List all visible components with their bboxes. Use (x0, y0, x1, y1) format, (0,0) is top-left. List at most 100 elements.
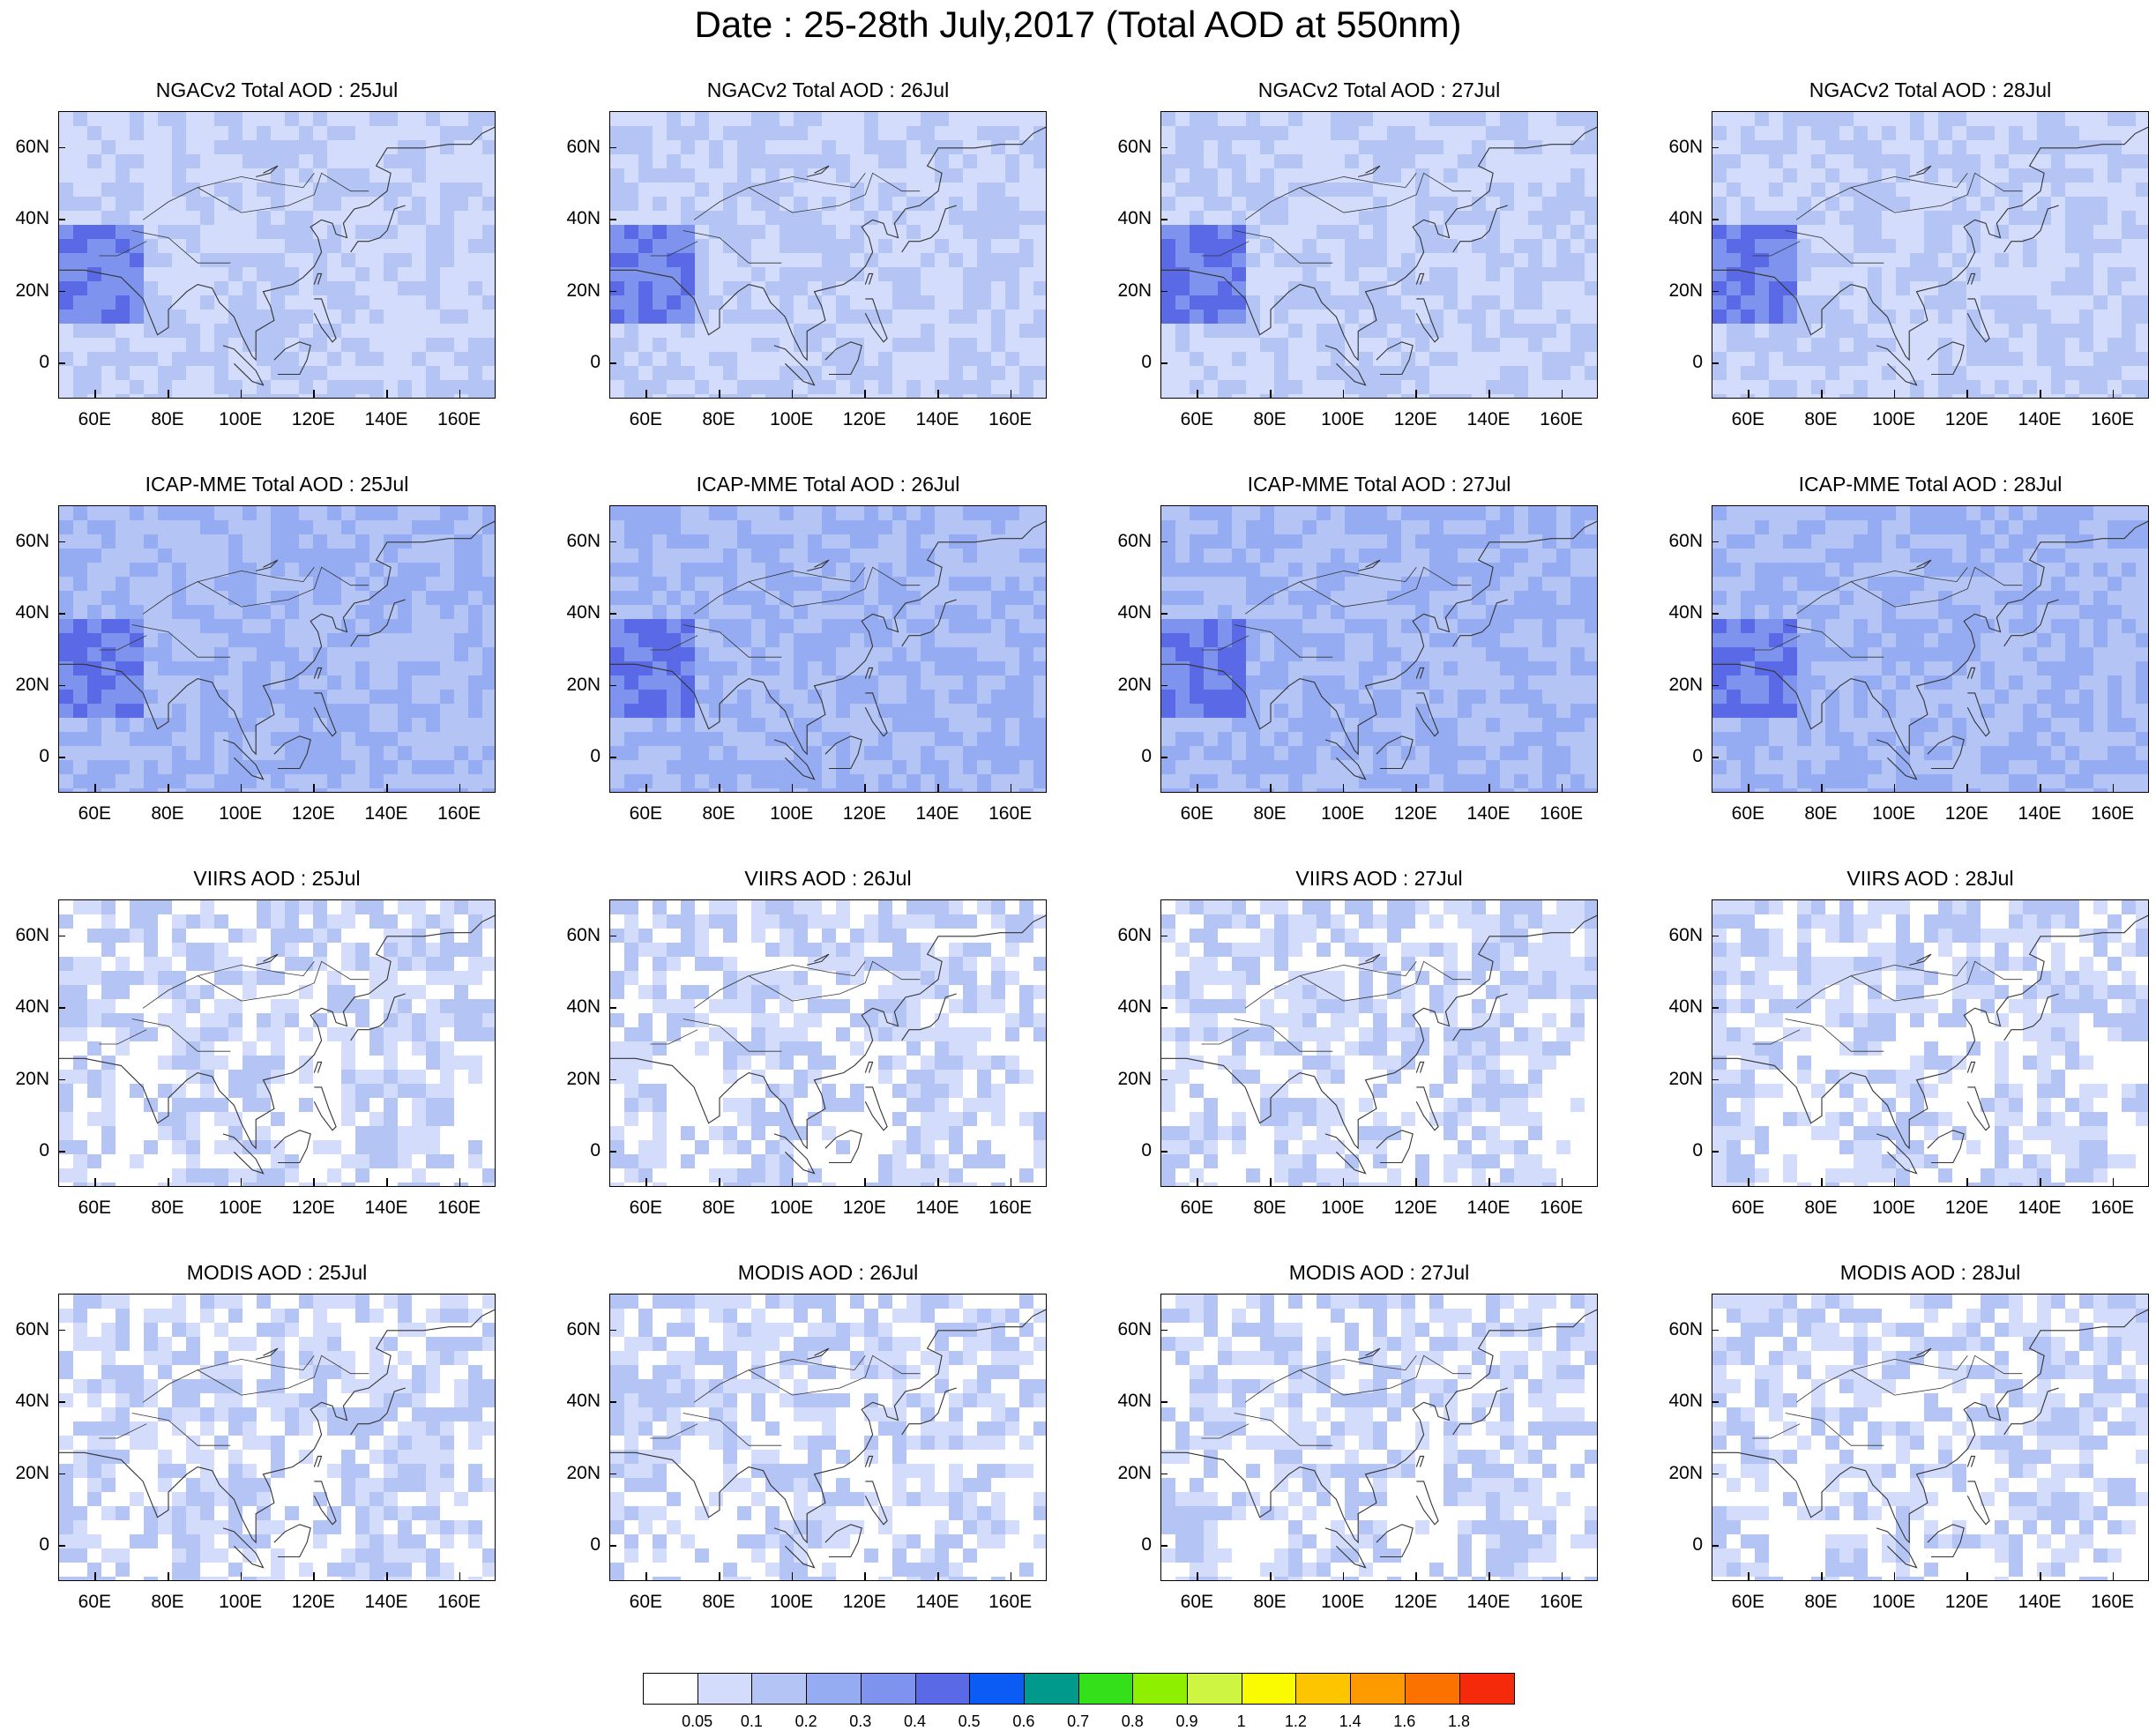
aod-cell (186, 534, 200, 548)
aod-cell (1246, 534, 1260, 548)
aod-cell (836, 506, 850, 520)
aod-cell (878, 295, 892, 310)
lat-tick (609, 613, 616, 615)
aod-cell (1218, 520, 1232, 534)
aod-cell (624, 534, 638, 548)
aod-cell (1882, 197, 1896, 211)
aod-cell (610, 211, 624, 225)
lon-tick (2040, 390, 2041, 399)
aod-cell (482, 647, 495, 661)
aod-cell (1854, 534, 1868, 548)
lon-tick (1197, 784, 1198, 793)
aod-cell (906, 619, 921, 633)
aod-cell (482, 704, 495, 718)
aod-cell (751, 788, 765, 792)
aod-cell (808, 183, 822, 197)
aod-cell (1190, 605, 1204, 619)
aod-cell (906, 140, 921, 154)
aod-cell (73, 732, 87, 746)
aod-cell (242, 112, 257, 126)
aod-cell (482, 605, 495, 619)
aod-cell (440, 605, 454, 619)
aod-cell (313, 732, 327, 746)
aod-cell (794, 506, 808, 520)
aod-cell (1190, 577, 1204, 591)
aod-cell (2037, 112, 2051, 126)
aod-cell (228, 732, 242, 746)
aod-cell (1486, 520, 1500, 534)
aod-cell (1218, 267, 1232, 281)
aod-cell (384, 732, 398, 746)
aod-cell (977, 394, 991, 398)
aod-cell (878, 366, 892, 380)
aod-cell (1741, 126, 1755, 140)
aod-cell (130, 211, 144, 225)
aod-cell (327, 577, 341, 591)
aod-cell (101, 310, 116, 324)
aod-cell (2079, 225, 2093, 239)
aod-cell (1175, 239, 1190, 253)
aod-cell (1741, 548, 1755, 563)
aod-cell (384, 253, 398, 267)
aod-cell (695, 619, 709, 633)
aod-cell (1232, 760, 1246, 774)
aod-cell (681, 295, 695, 310)
lon-tick-label: 60E (78, 409, 112, 429)
aod-cell (2093, 577, 2108, 591)
aod-cell (2065, 126, 2079, 140)
boundary-line (222, 739, 265, 780)
aod-cell (921, 633, 935, 647)
aod-cell (2122, 154, 2136, 168)
aod-cell (1811, 366, 1825, 380)
aod-cell (2079, 281, 2093, 295)
aod-cell (1952, 253, 1966, 267)
aod-cell (87, 534, 101, 548)
aod-cell (1896, 380, 1910, 394)
aod-cell (751, 239, 765, 253)
aod-cell (892, 324, 906, 338)
aod-cell (369, 225, 384, 239)
aod-cell (73, 380, 87, 394)
aod-cell (1232, 168, 1246, 183)
aod-cell (369, 211, 384, 225)
aod-cell (1317, 718, 1331, 732)
aod-cell (1373, 577, 1387, 591)
aod-cell (991, 140, 1005, 154)
aod-cell (906, 154, 921, 168)
aod-cell (101, 338, 116, 352)
aod-cell (101, 577, 116, 591)
aod-cell (949, 211, 963, 225)
aod-cell (1260, 295, 1274, 310)
aod-cell (1345, 112, 1359, 126)
aod-cell (653, 140, 667, 154)
aod-cell (144, 619, 158, 633)
aod-cell (695, 366, 709, 380)
aod-cell (172, 380, 186, 394)
lon-tick (645, 390, 647, 399)
aod-cell (130, 732, 144, 746)
aod-cell (468, 281, 482, 295)
aod-cell (313, 168, 327, 183)
aod-cell (87, 239, 101, 253)
aod-cell (1444, 366, 1458, 380)
aod-cell (906, 661, 921, 675)
aod-cell (116, 126, 130, 140)
aod-cell (369, 295, 384, 310)
aod-cell (144, 253, 158, 267)
aod-cell (313, 619, 327, 633)
aod-cell (1472, 506, 1486, 520)
aod-cell (878, 563, 892, 577)
lon-tick (1270, 784, 1272, 793)
aod-cell (765, 704, 780, 718)
aod-cell (59, 563, 73, 577)
lat-tick-label: 60N (15, 136, 49, 157)
aod-cell (1033, 520, 1046, 534)
lon-tick-label: 100E (1872, 409, 1916, 429)
map-panel-icap-mme-4: ICAP-MME Total AOD : 28Jul 60N 40N 20N 0 60E 8… (1653, 470, 2156, 849)
aod-cell (822, 168, 836, 183)
aod-cell (794, 605, 808, 619)
aod-cell (327, 760, 341, 774)
aod-cell (1938, 563, 1952, 577)
map-panel-ngacv2-2: NGACv2 Total AOD : 26Jul 60N 40N 20N 0 60E 80E… (551, 76, 1054, 455)
aod-cell (1458, 183, 1472, 197)
